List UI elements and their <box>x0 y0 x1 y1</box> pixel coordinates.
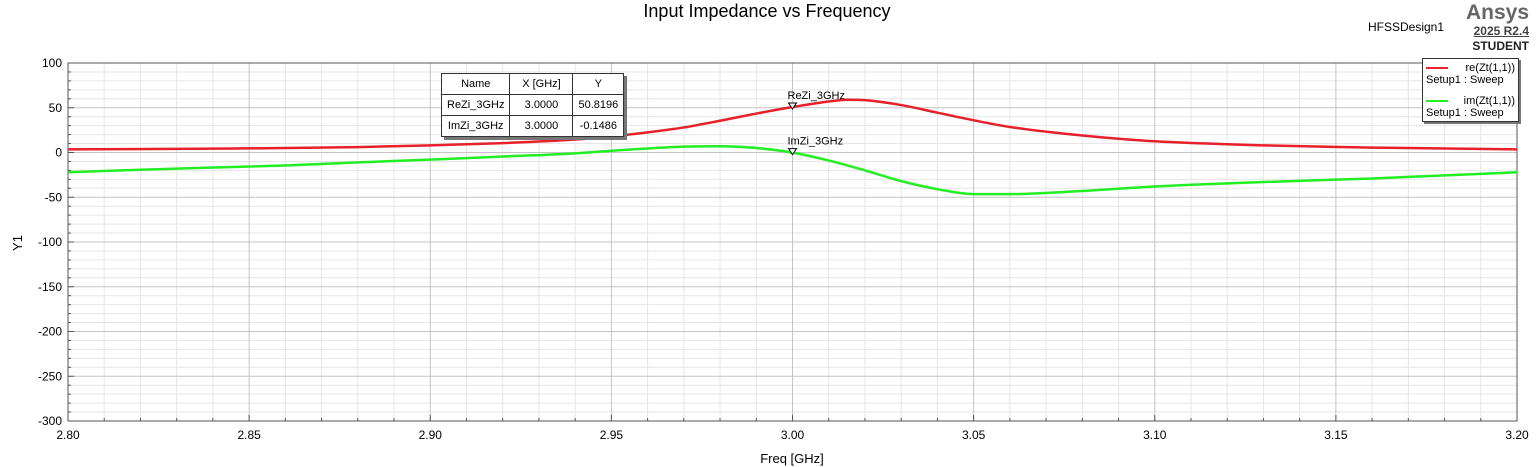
chart-title: Input Impedance vs Frequency <box>643 1 890 21</box>
marker-y: -0.1486 <box>572 115 625 137</box>
marker-triangle <box>787 102 798 110</box>
y-tick-label: -100 <box>38 235 62 249</box>
y-tick-label: -150 <box>38 280 62 294</box>
col-header-y: Y <box>572 73 625 95</box>
version-label: 2025 R2.4 <box>1473 24 1529 38</box>
marker-label: ImZi_3GHz <box>788 136 844 148</box>
x-tick-label: 3.20 <box>1505 428 1529 442</box>
legend-label-re: re(Zt(1,1)) <box>1465 62 1516 74</box>
legend-entry-re[interactable]: re(Zt(1,1)) Setup1 : Sweep <box>1423 59 1518 88</box>
series-line-im <box>67 144 1518 196</box>
marker-table[interactable]: Name X [GHz] Y ReZi_3GHz 3.0000 50.8196 … <box>440 73 625 137</box>
series <box>67 98 1518 196</box>
y-axis-label: Y1 <box>10 235 25 251</box>
x-tick-label: 2.90 <box>419 428 443 442</box>
y-tick-label: -50 <box>45 190 63 204</box>
x-tick-label: 2.85 <box>237 428 261 442</box>
legend[interactable]: re(Zt(1,1)) Setup1 : Sweep im(Zt(1,1)) S… <box>1422 58 1519 122</box>
x-axis-label: Freq [GHz] <box>760 451 824 466</box>
grid <box>68 63 1517 421</box>
x-tick-label: 2.80 <box>56 428 80 442</box>
marker-y: 50.8196 <box>572 94 625 116</box>
col-header-x: X [GHz] <box>509 73 574 95</box>
legend-entry-im[interactable]: im(Zt(1,1)) Setup1 : Sweep <box>1423 92 1518 121</box>
edition-label: STUDENT <box>1472 39 1529 53</box>
x-tick-label: 3.10 <box>1143 428 1167 442</box>
marker-name: ReZi_3GHz <box>440 94 511 116</box>
marker-x: 3.0000 <box>509 115 574 137</box>
x-tick-label: 3.05 <box>962 428 986 442</box>
table-row[interactable]: ImZi_3GHz 3.0000 -0.1486 <box>440 115 625 137</box>
x-tick-label: 2.95 <box>600 428 624 442</box>
markers: ReZi_3GHz ImZi_3GHz <box>787 90 845 156</box>
design-name: HFSSDesign1 <box>1368 20 1445 34</box>
legend-label-im: im(Zt(1,1)) <box>1463 95 1515 107</box>
axis-ticks: 2.80 2.85 2.90 2.95 3.00 3.05 3.10 3.15 3.20 100 5… <box>38 56 1529 442</box>
table-row[interactable]: ReZi_3GHz 3.0000 50.8196 <box>440 94 625 116</box>
marker-name: ImZi_3GHz <box>440 115 511 137</box>
x-tick-label: 3.15 <box>1324 428 1348 442</box>
marker-triangle <box>787 148 798 156</box>
y-tick-label: -250 <box>38 369 62 383</box>
brand-logo: Ansys <box>1465 1 1529 24</box>
brand-block: Ansys 2025 R2.4 STUDENT <box>1466 2 1529 54</box>
y-tick-label: -200 <box>38 325 62 339</box>
marker-table-header: Name X [GHz] Y <box>440 73 625 95</box>
legend-setup-im: Setup1 : Sweep <box>1426 107 1504 119</box>
marker-x: 3.0000 <box>509 94 574 116</box>
legend-swatch-im <box>1426 100 1448 102</box>
legend-swatch-re <box>1426 67 1448 69</box>
marker-label: ReZi_3GHz <box>788 90 845 102</box>
series-line-re <box>67 98 1518 151</box>
y-tick-label: -300 <box>38 414 62 428</box>
y-tick-label: 100 <box>42 56 62 70</box>
x-tick-label: 3.00 <box>781 428 805 442</box>
legend-setup-re: Setup1 : Sweep <box>1426 74 1504 86</box>
y-tick-label: 0 <box>55 146 62 160</box>
col-header-name: Name <box>440 73 511 95</box>
y-tick-label: 50 <box>49 101 63 115</box>
